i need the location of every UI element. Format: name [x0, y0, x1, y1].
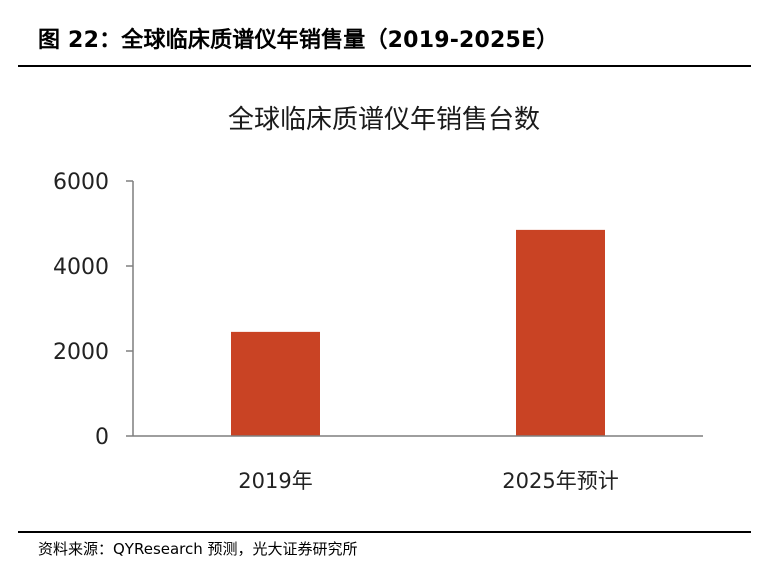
- y-tick-label: 2000: [53, 340, 109, 365]
- y-tick-label: 0: [95, 425, 109, 450]
- y-tick-label: 4000: [53, 255, 109, 280]
- y-axis: 0 2000 4000 6000: [53, 170, 134, 450]
- chart-title: 全球临床质谱仪年销售台数: [228, 105, 540, 135]
- bar-2: [516, 229, 605, 436]
- top-rule: [18, 65, 751, 67]
- source-note: 资料来源：QYResearch 预测，光大证券研究所: [38, 540, 358, 558]
- x-axis: 2019年 2025年预计: [133, 435, 703, 493]
- x-category-label: 2019年: [238, 469, 312, 493]
- bar-1: [231, 331, 320, 436]
- x-category-label: 2025年预计: [502, 469, 618, 493]
- y-tick-label: 6000: [53, 170, 109, 195]
- figure-title: 图 22：全球临床质谱仪年销售量（2019-2025E）: [38, 28, 559, 53]
- bars: [231, 229, 605, 436]
- bottom-rule: [18, 531, 751, 533]
